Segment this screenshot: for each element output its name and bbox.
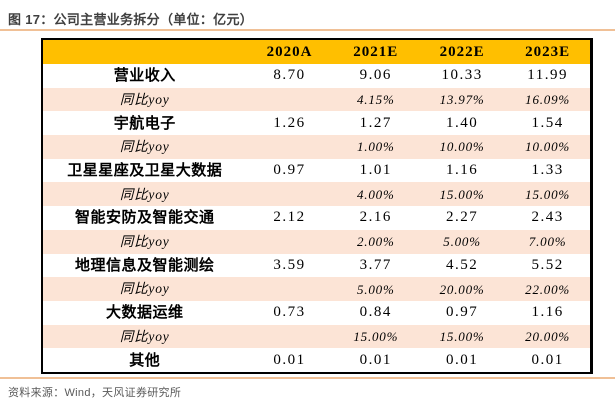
row-label: 同比yoy — [119, 139, 170, 155]
data-cell: 1.16 — [445, 162, 479, 179]
row-label: 同比yoy — [119, 233, 170, 249]
column-header-2021e: 2021E — [332, 39, 419, 64]
data-cell: 0.97 — [445, 304, 479, 321]
data-cell: 1.16 — [531, 304, 564, 321]
data-cell: 15.00% — [439, 328, 485, 344]
table-row-yoy: 同比yoy 4.00% 15.00% 15.00% — [42, 182, 592, 207]
table-row-bigdata-ops: 大数据运维 0.73 0.84 0.97 1.16 — [42, 300, 592, 325]
data-cell: 10.33 — [441, 67, 483, 84]
data-cell: 3.59 — [273, 256, 306, 273]
table-row-yoy: 同比yoy 15.00% 15.00% 20.00% — [42, 324, 592, 349]
row-label: 智能安防及智能交通 — [74, 209, 215, 227]
data-cell — [246, 230, 332, 254]
table-row-yoy: 同比yoy 4.15% 13.97% 16.09% — [42, 87, 592, 112]
data-cell: 0.97 — [273, 162, 306, 179]
data-cell: 10.00% — [439, 139, 485, 155]
data-cell: 5.52 — [531, 256, 564, 273]
table-row-yoy: 同比yoy 5.00% 20.00% 22.00% — [42, 277, 592, 301]
row-label: 营业收入 — [113, 67, 176, 85]
data-cell: 20.00% — [525, 328, 571, 344]
data-cell: 20.00% — [439, 281, 485, 297]
data-cell: 0.01 — [359, 351, 392, 368]
column-header-2020a: 2020A — [246, 39, 333, 64]
data-cell: 9.06 — [359, 67, 392, 84]
figure-caption: 图 17：公司主营业务拆分（单位：亿元） — [8, 12, 254, 27]
data-cell: 4.00% — [357, 186, 395, 202]
bottom-divider — [0, 377, 615, 379]
data-cell: 7.00% — [528, 234, 567, 250]
data-cell: 8.70 — [273, 67, 306, 84]
row-label: 大数据运维 — [105, 304, 184, 322]
data-cell: 15.00% — [525, 186, 571, 202]
data-cell: 0.84 — [359, 304, 392, 321]
column-header-2023e: 2023E — [505, 39, 592, 64]
table-row-smart-security-traffic: 智能安防及智能交通 2.12 2.16 2.27 2.43 — [42, 206, 592, 230]
data-cell: 0.01 — [531, 351, 564, 368]
data-cell: 3.77 — [359, 256, 392, 273]
data-cell: 1.26 — [273, 114, 306, 131]
data-cell: 2.12 — [273, 209, 306, 226]
data-cell: 2.27 — [445, 209, 479, 226]
data-cell: 1.27 — [359, 114, 392, 131]
row-label: 其他 — [129, 351, 161, 369]
data-cell: 1.00% — [357, 139, 395, 155]
data-cell: 2.00% — [357, 234, 395, 250]
data-cell: 1.54 — [531, 114, 564, 131]
table-row-yoy: 同比yoy 1.00% 10.00% 10.00% — [42, 135, 592, 159]
table-row-geo-info-surveying: 地理信息及智能测绘 3.59 3.77 4.52 5.52 — [42, 253, 592, 278]
data-cell: 22.00% — [525, 281, 571, 297]
header-empty-cell — [42, 39, 247, 64]
data-cell: 1.40 — [445, 114, 479, 131]
row-label: 同比yoy — [119, 328, 170, 344]
data-cell: 5.00% — [443, 234, 481, 250]
data-cell: 10.00% — [525, 139, 571, 155]
data-cell: 0.01 — [445, 351, 479, 368]
data-cell: 5.00% — [357, 281, 395, 297]
data-cell: 4.15% — [357, 92, 395, 108]
business-breakdown-table: 2020A 2021E 2022E 2023E 营业收入 8.70 9.06 1… — [41, 38, 593, 374]
column-header-2022e: 2022E — [418, 39, 506, 64]
table-row-aerospace-electronics: 宇航电子 1.26 1.27 1.40 1.54 — [42, 111, 592, 136]
table-row-yoy: 同比yoy 2.00% 5.00% 7.00% — [42, 229, 592, 254]
table-row-revenue: 营业收入 8.70 9.06 10.33 11.99 — [42, 64, 592, 88]
table-header-row: 2020A 2021E 2022E 2023E — [42, 39, 592, 64]
row-label: 宇航电子 — [113, 114, 176, 132]
row-label: 同比yoy — [119, 281, 170, 297]
data-cell: 0.73 — [273, 304, 306, 321]
row-label: 地理信息及智能测绘 — [74, 256, 215, 274]
data-cell: 11.99 — [527, 67, 568, 84]
data-cell — [246, 88, 332, 112]
row-label: 同比yoy — [119, 186, 170, 202]
data-cell: 13.97% — [439, 92, 485, 108]
data-cell — [246, 325, 332, 349]
row-label: 卫星星座及卫星大数据 — [67, 162, 223, 180]
data-cell: 15.00% — [439, 186, 485, 202]
data-cell: 1.33 — [531, 162, 564, 179]
data-cell — [246, 182, 332, 206]
source-note: 资料来源：Wind，天风证券研究所 — [8, 387, 182, 399]
data-cell — [246, 277, 332, 301]
row-label: 同比yoy — [119, 91, 170, 107]
data-cell: 16.09% — [525, 92, 571, 108]
data-cell — [246, 135, 332, 159]
data-cell: 1.01 — [359, 162, 392, 179]
data-cell: 0.01 — [273, 351, 306, 368]
table-row-satellite-bigdata: 卫星星座及卫星大数据 0.97 1.01 1.16 1.33 — [42, 158, 592, 183]
data-cell: 2.16 — [359, 209, 392, 226]
top-divider — [0, 29, 615, 31]
data-cell: 2.43 — [531, 209, 564, 226]
table-row-other: 其他 0.01 0.01 0.01 0.01 — [42, 348, 592, 373]
data-cell: 15.00% — [353, 328, 399, 344]
data-cell: 4.52 — [445, 256, 479, 273]
